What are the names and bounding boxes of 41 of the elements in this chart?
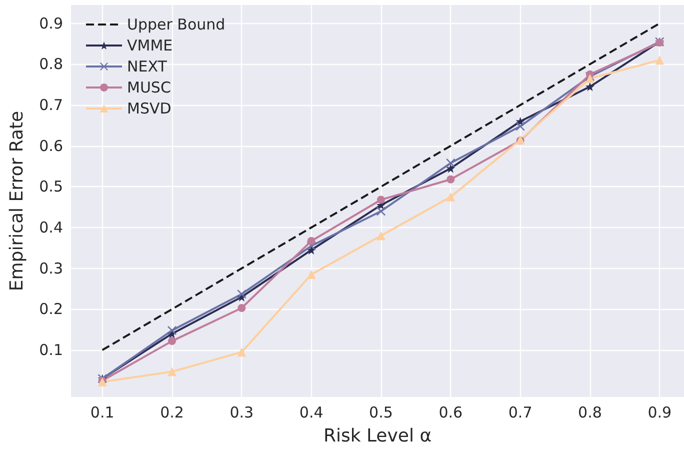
y-tick-label: 0.1	[39, 341, 63, 360]
x-tick-label: 0.4	[299, 404, 324, 422]
y-tick-label: 0.5	[39, 178, 63, 196]
y-tick-label: 0.9	[39, 14, 63, 32]
point	[237, 290, 246, 299]
y-tick-label: 0.7	[39, 96, 63, 114]
y-tick-label: 0.2	[39, 300, 63, 318]
x-tick-label: 0.7	[508, 404, 532, 422]
x-tick-label: 0.6	[438, 404, 463, 422]
x-axis-title: Risk Level α	[323, 426, 432, 446]
y-tick-label: 0.6	[39, 136, 63, 155]
point	[237, 348, 246, 357]
point	[655, 56, 664, 65]
x-tick-label: 0.1	[90, 404, 114, 422]
point	[376, 206, 386, 216]
point	[446, 164, 456, 173]
x-tick-label: 0.3	[230, 404, 254, 422]
point	[238, 304, 246, 312]
point	[446, 158, 456, 168]
point	[376, 196, 385, 204]
y-tick-label: 0.8	[39, 55, 63, 74]
legend-label: MUSC	[127, 78, 171, 96]
x-tick-label: 0.9	[648, 404, 672, 422]
y-tick-label: 0.4	[39, 218, 63, 237]
point	[307, 237, 316, 246]
x-tick-label: 0.5	[369, 404, 393, 422]
legend-label: NEXT	[127, 58, 168, 76]
point	[168, 367, 177, 376]
legend-label: Upper Bound	[127, 16, 226, 34]
point	[446, 175, 455, 184]
y-axis-title: Empirical Error Rate	[6, 110, 28, 292]
x-tick-label: 0.8	[578, 404, 602, 422]
point	[168, 337, 176, 346]
point	[376, 231, 386, 240]
point	[585, 82, 594, 92]
x-tick-label: 0.2	[160, 404, 184, 422]
point	[306, 270, 316, 279]
y-tick-label: 0.3	[39, 259, 63, 278]
legend-label: MSVD	[127, 100, 172, 118]
point	[446, 192, 456, 202]
legend-label: VMME	[127, 36, 173, 54]
